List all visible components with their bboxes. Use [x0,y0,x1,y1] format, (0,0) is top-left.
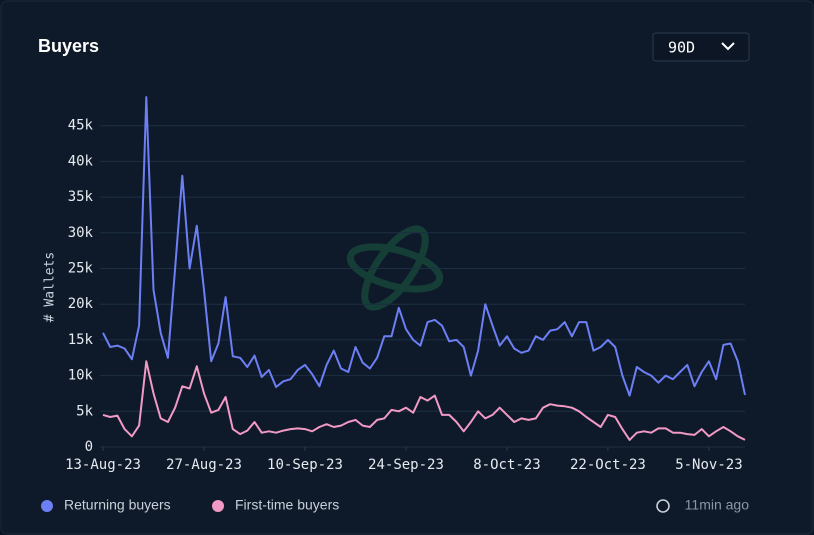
y-tick-label: 25k [68,261,94,277]
series-line [102,96,746,397]
y-tick-label: 40k [68,153,94,169]
legend: Returning buyers First-time buyers [41,497,339,513]
x-tick-label: 13-Aug-23 [65,457,141,473]
y-tick-label: 5k [76,403,93,419]
dropdown-label[interactable]: 90D [668,39,695,57]
y-tick-label: 10k [68,368,94,384]
legend-label: First-time buyers [235,497,339,513]
y-tick-label: 20k [68,296,94,312]
series-line [102,360,746,441]
legend-swatch [41,500,53,512]
x-tick-label: 8-Oct-23 [473,457,540,473]
watermark-ring [346,243,444,293]
x-tick-label: 24-Sep-23 [368,457,444,473]
dropdown-box[interactable] [652,32,750,62]
legend-swatch [212,500,224,512]
y-axis-label: # Wallets [43,252,58,322]
updated-text: 11min ago [685,497,750,513]
chart-title: Buyers [38,36,99,56]
x-tick-label: 27-Aug-23 [166,457,242,473]
refresh-icon [656,499,670,513]
y-tick-label: 35k [68,189,94,205]
watermark [346,225,444,311]
dropdown-chevron[interactable] [721,42,735,51]
updated-info: 11min ago [656,497,750,513]
x-tick-label: 10-Sep-23 [267,457,343,473]
y-tick-label: 30k [68,225,94,241]
x-tick-label: 5-Nov-23 [675,457,742,473]
y-tick-label: 45k [68,118,94,134]
range-dropdown[interactable]: 90D [652,32,750,62]
x-tick-label: 22-Oct-23 [570,457,646,473]
y-tick-label: 0 [85,439,93,455]
legend-label: Returning buyers [64,497,171,513]
y-tick-label: 15k [68,332,94,348]
plot: 0 5k 10k 15k 20k 25k 30k 35k 40k 45k 13-Aug-23 27-A… [65,96,746,473]
watermark-ring [361,225,429,311]
